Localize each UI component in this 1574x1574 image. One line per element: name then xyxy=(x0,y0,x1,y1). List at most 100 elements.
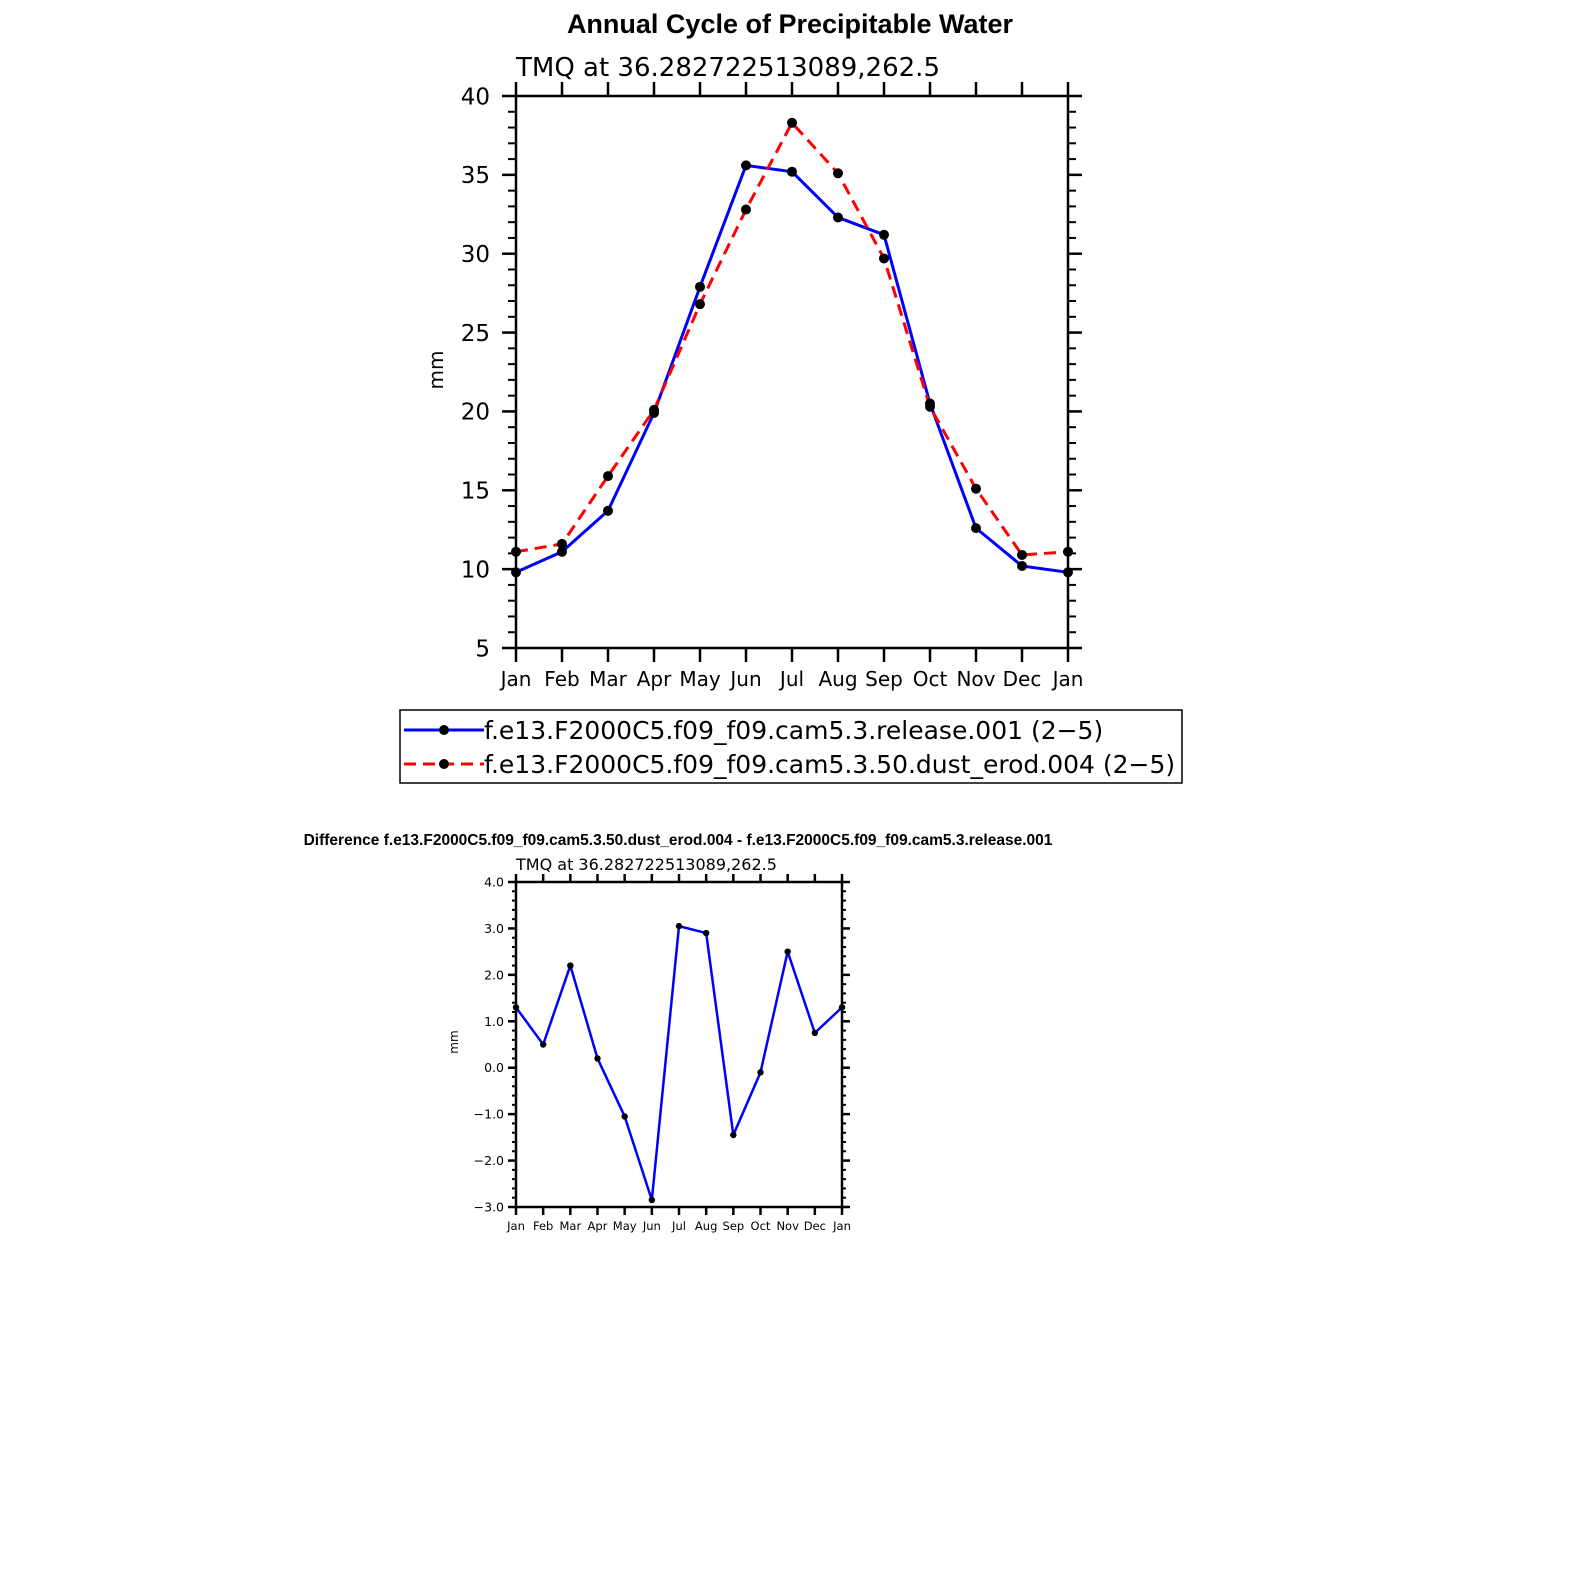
series-0-point xyxy=(702,929,710,937)
x-tick-label: Nov xyxy=(776,1219,799,1233)
y-tick-label: 15 xyxy=(461,479,490,505)
chart1-title: Annual Cycle of Precipitable Water xyxy=(567,9,1014,39)
y-tick-label: 10 xyxy=(461,557,490,583)
series-0-point xyxy=(879,229,889,240)
y-tick-label: 3.0 xyxy=(484,921,504,936)
x-tick-label: Oct xyxy=(751,1219,771,1233)
x-tick-label: Jul xyxy=(671,1219,686,1233)
series-0-point xyxy=(971,523,981,534)
series-0-point xyxy=(511,567,521,578)
series-1-point xyxy=(695,299,705,310)
x-tick-label: Sep xyxy=(865,667,903,691)
y-tick-label: 30 xyxy=(461,242,490,268)
series-1-point xyxy=(879,253,889,264)
series-1-point xyxy=(1063,546,1073,557)
chart1-tick-labels: 5 10 15 20 25 30 35 40 Jan Feb Mar Apr May Jun Jul Aug S… xyxy=(461,84,1084,691)
x-tick-label: Mar xyxy=(589,667,628,691)
series-0-point xyxy=(557,546,567,557)
series-1-point xyxy=(925,401,935,412)
y-tick-label: −1.0 xyxy=(474,1107,504,1122)
series-1-point xyxy=(971,483,981,494)
y-tick-label: 40 xyxy=(461,84,490,110)
series-0-point xyxy=(741,160,751,171)
legend-marker-control xyxy=(439,725,449,735)
series-0-point xyxy=(730,1131,737,1139)
series-1-point xyxy=(603,471,613,482)
series-1-point xyxy=(833,168,843,179)
series-0-point xyxy=(648,1196,656,1204)
series-1-point xyxy=(1017,549,1027,560)
series-0-point xyxy=(675,922,683,930)
series-0-point xyxy=(787,166,797,177)
series-line-0 xyxy=(514,924,843,1202)
series-0-point xyxy=(784,948,791,955)
x-tick-label: Feb xyxy=(533,1219,553,1233)
chart2-y-axis-label: mm xyxy=(447,1030,461,1053)
x-tick-label: Sep xyxy=(722,1219,744,1233)
legend-marker-experiment xyxy=(439,759,449,769)
chart2-title: Difference f.e13.F2000C5.f09_f09.cam5.3.… xyxy=(304,832,1053,849)
series-line-1 xyxy=(515,121,1069,557)
x-tick-label: Aug xyxy=(695,1219,717,1233)
y-tick-label: 0.0 xyxy=(484,1060,504,1075)
series-1-point xyxy=(511,546,521,557)
x-tick-label: Jan xyxy=(1051,667,1084,691)
x-tick-label: Apr xyxy=(588,1219,608,1233)
chart-difference: Difference f.e13.F2000C5.f09_f09.cam5.3.… xyxy=(304,832,1053,1233)
x-tick-label: Feb xyxy=(544,667,579,691)
x-tick-label: Nov xyxy=(956,667,995,691)
legend-label-experiment: f.e13.F2000C5.f09_f09.cam5.3.50.dust_ero… xyxy=(484,750,1175,779)
chart1-y-axis-label: mm xyxy=(424,351,448,390)
x-tick-label: Jul xyxy=(778,667,804,691)
y-tick-label: 2.0 xyxy=(484,967,504,982)
x-tick-label: Oct xyxy=(913,667,948,691)
y-tick-label: 4.0 xyxy=(484,875,504,890)
series-0-point xyxy=(567,962,574,969)
chart1-legend: f.e13.F2000C5.f09_f09.cam5.3.release.001… xyxy=(399,709,1183,784)
x-tick-label: Jan xyxy=(499,667,532,691)
chart-annual-cycle: Annual Cycle of Precipitable Water TMQ a… xyxy=(399,9,1183,784)
series-1-point xyxy=(557,538,567,549)
series-0-point xyxy=(539,1041,547,1048)
chart2-subtitle: TMQ at 36.282722513089,262.5 xyxy=(515,855,777,874)
series-1-point xyxy=(649,404,659,415)
legend-box xyxy=(399,709,1183,784)
x-tick-label: Aug xyxy=(818,667,857,691)
y-tick-label: 35 xyxy=(461,163,490,189)
series-0-point xyxy=(1017,560,1027,571)
series-line-0 xyxy=(515,163,1069,574)
chart2-tick-labels: −3.0 −2.0 −1.0 0.0 1.0 2.0 3.0 4.0 Jan Feb Mar Apr M… xyxy=(474,875,851,1234)
series-0-point xyxy=(757,1069,764,1076)
chart1-series-layer xyxy=(511,117,1073,578)
legend-label-control: f.e13.F2000C5.f09_f09.cam5.3.release.001… xyxy=(484,716,1103,745)
x-tick-label: Jun xyxy=(642,1219,661,1233)
x-tick-label: Dec xyxy=(804,1219,826,1233)
series-0-point xyxy=(838,1004,846,1011)
chart1-subtitle: TMQ at 36.282722513089,262.5 xyxy=(515,53,940,83)
y-tick-label: −3.0 xyxy=(474,1200,504,1215)
y-tick-label: 25 xyxy=(461,321,490,347)
y-tick-label: 20 xyxy=(461,400,490,426)
series-0-point xyxy=(1063,567,1073,578)
chart2-series-layer xyxy=(512,922,846,1204)
x-tick-label: Dec xyxy=(1003,667,1042,691)
series-0-point xyxy=(621,1113,628,1120)
series-0-point xyxy=(594,1055,601,1062)
y-tick-label: 1.0 xyxy=(484,1014,504,1029)
x-tick-label: Jan xyxy=(832,1219,851,1233)
y-tick-label: 5 xyxy=(475,636,490,662)
x-tick-label: Jun xyxy=(728,667,761,691)
x-tick-label: Jan xyxy=(506,1219,525,1233)
series-0-point xyxy=(811,1029,819,1037)
x-tick-label: Apr xyxy=(637,667,672,691)
x-tick-label: May xyxy=(613,1219,637,1233)
x-tick-label: May xyxy=(679,667,721,691)
series-0-point xyxy=(603,505,613,516)
plot-frame xyxy=(514,94,1070,650)
chart2-axes xyxy=(508,874,850,1215)
y-tick-label: −2.0 xyxy=(474,1153,504,1168)
x-tick-label: Mar xyxy=(559,1219,581,1233)
series-0-point xyxy=(512,1004,520,1011)
series-0-point xyxy=(695,281,705,292)
